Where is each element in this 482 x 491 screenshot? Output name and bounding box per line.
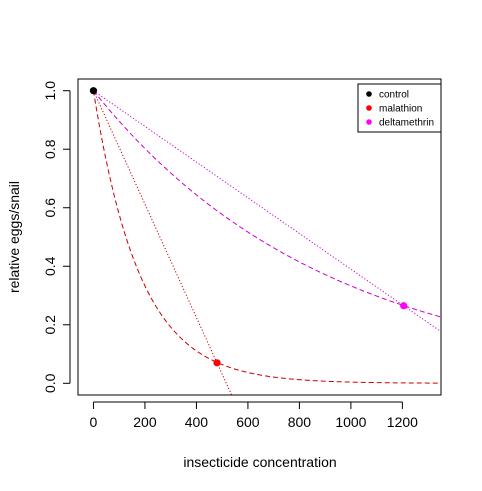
y-tick-label: 0.0	[42, 373, 58, 393]
x-tick-label: 800	[288, 414, 312, 430]
legend-box	[357, 83, 442, 133]
legend-label-control: control	[379, 90, 409, 101]
deltamethrin-linear-fit-line	[93, 90, 441, 333]
legend-label-malathion: malathion	[379, 104, 422, 115]
y-axis-title: relative eggs/snail	[6, 181, 22, 293]
legend: control malathion deltamethrin	[357, 83, 442, 133]
x-tick-label: 0	[90, 414, 98, 430]
x-tick-label: 600	[236, 414, 260, 430]
malathion-exponential-fit-line	[92, 90, 441, 384]
legend-label-deltamethrin: deltamethrin	[379, 118, 434, 129]
y-tick-label: 1.0	[42, 81, 58, 101]
deltamethrin-point	[400, 302, 408, 310]
legend-marker-deltamethrin	[366, 119, 372, 125]
legend-marker-malathion	[366, 105, 372, 111]
y-tick-label: 0.6	[42, 198, 58, 218]
data-points	[89, 87, 408, 367]
x-axis: 0 200 400 600 800 1000 1200	[90, 401, 418, 430]
y-tick-label: 0.4	[42, 256, 58, 276]
legend-marker-control	[366, 91, 372, 97]
malathion-point	[213, 359, 221, 367]
y-tick-label: 0.8	[42, 139, 58, 159]
y-axis: 0.0 0.2 0.4 0.6 0.8 1.0	[42, 81, 71, 393]
control-point	[89, 87, 98, 95]
plot-box	[77, 78, 442, 396]
y-tick-label: 0.2	[42, 315, 58, 335]
x-tick-label: 1200	[387, 414, 418, 430]
deltamethrin-exponential-fit-line	[93, 90, 441, 318]
x-axis-title: insecticide concentration	[183, 454, 336, 470]
malathion-linear-fit-line	[92, 90, 233, 395]
fit-curves	[92, 90, 441, 395]
x-tick-label: 400	[185, 414, 209, 430]
x-tick-label: 1000	[335, 414, 366, 430]
x-tick-label: 200	[133, 414, 157, 430]
